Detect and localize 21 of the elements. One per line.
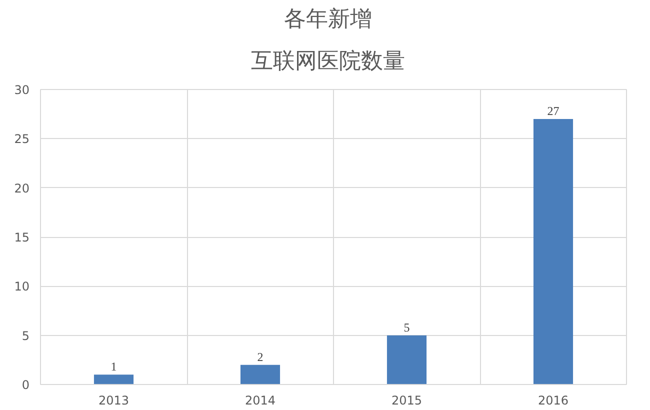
bar — [386, 335, 427, 384]
y-tick-label: 10 — [14, 280, 30, 294]
x-tick-label: 2013 — [98, 394, 130, 408]
data-label: 2 — [257, 350, 264, 364]
y-tick-label: 0 — [22, 378, 30, 392]
data-label: 5 — [404, 320, 410, 334]
bar — [240, 364, 280, 384]
bar — [94, 374, 134, 384]
bar — [533, 119, 574, 384]
chart-title: 各年新增 — [284, 6, 372, 34]
data-label: 1 — [110, 360, 117, 374]
x-tick-label: 2014 — [244, 394, 276, 408]
y-tick-label: 15 — [14, 230, 30, 244]
x-tick-label: 2016 — [538, 394, 569, 408]
y-tick-label: 30 — [14, 83, 30, 97]
y-tick-label: 20 — [14, 181, 30, 196]
y-tick-label: 5 — [22, 328, 30, 343]
x-tick-label: 2015 — [391, 394, 422, 408]
y-tick-label: 25 — [14, 132, 30, 146]
data-label: 27 — [547, 104, 560, 118]
chart-subtitle: 互联网医院数量 — [251, 48, 405, 76]
